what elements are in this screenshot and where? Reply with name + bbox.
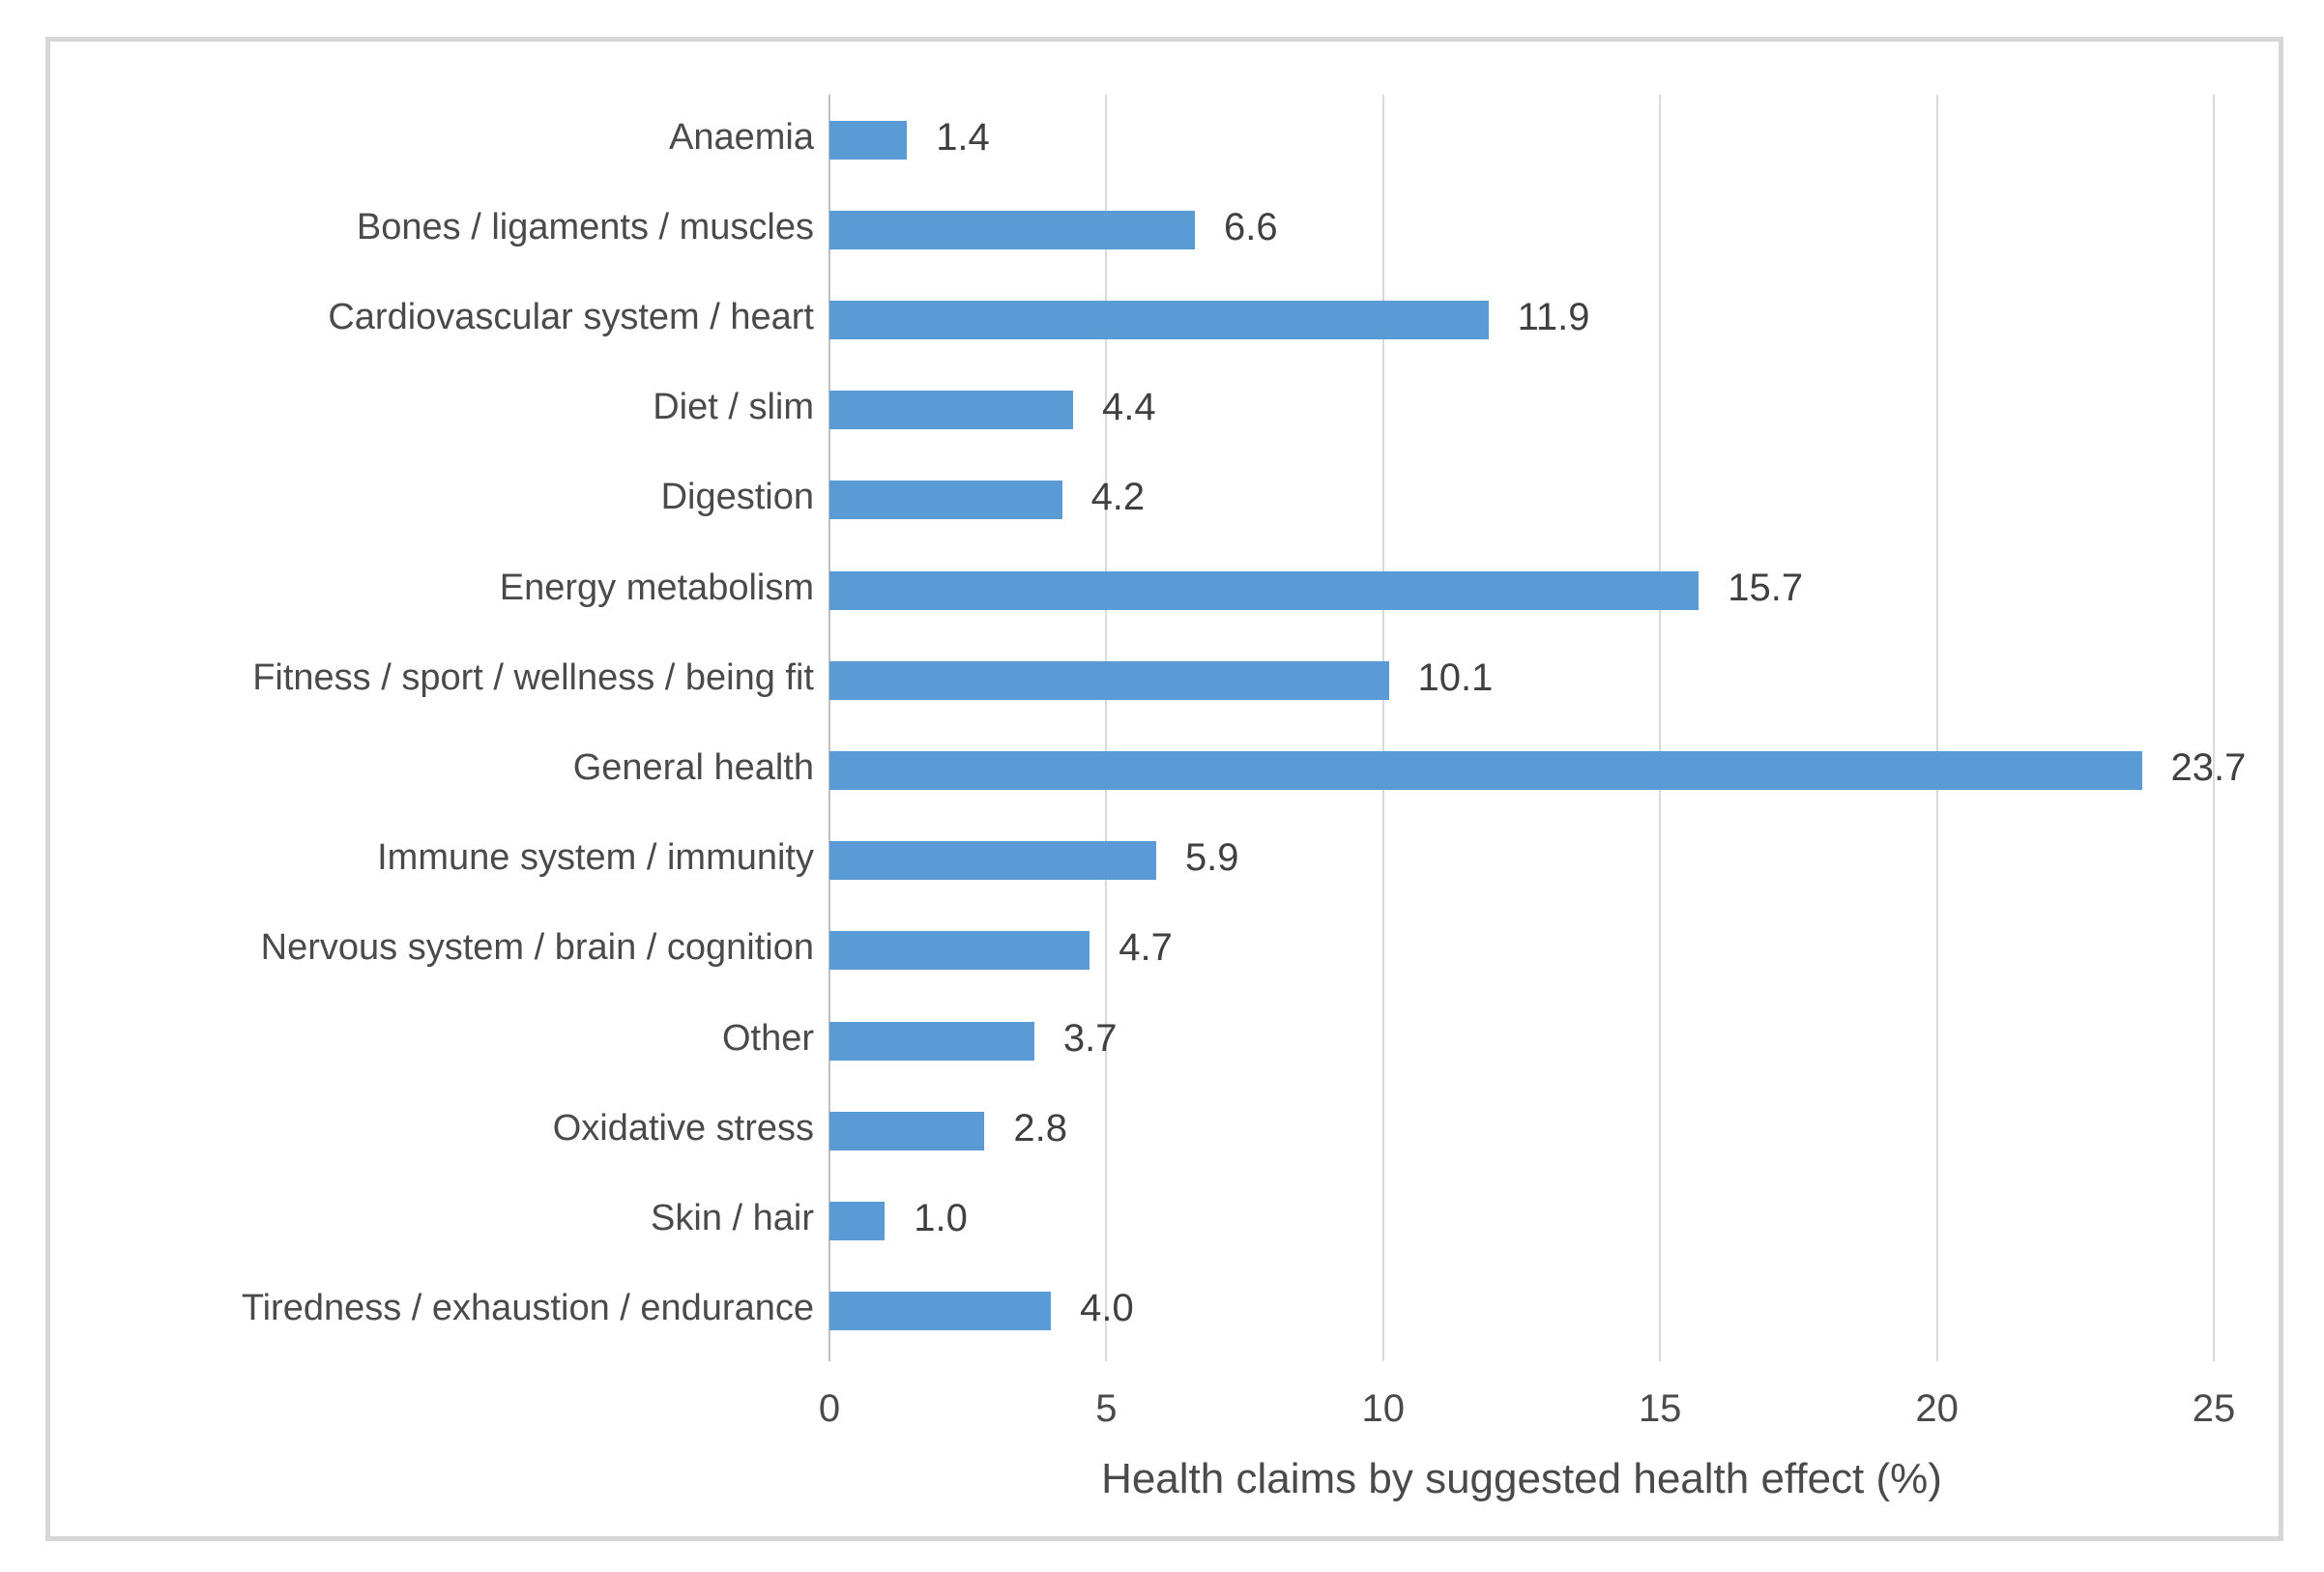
category-label: Immune system / immunity xyxy=(377,837,814,879)
x-tick-label: 5 xyxy=(1095,1387,1118,1430)
category-label: Digestion xyxy=(660,477,814,518)
y-axis-line xyxy=(828,95,830,1361)
value-label: 5.9 xyxy=(1184,836,1239,880)
category-label: Other xyxy=(721,1017,814,1059)
category-label: General health xyxy=(572,747,814,788)
category-label: Skin / hair xyxy=(651,1198,814,1238)
category-label: Oxidative stress xyxy=(552,1107,814,1149)
x-tick-label: 20 xyxy=(1915,1387,1959,1430)
value-label: 4.2 xyxy=(1090,476,1146,519)
value-label: 10.1 xyxy=(1417,655,1494,699)
category-label: Anaemia xyxy=(669,116,814,158)
category-label: Tiredness / exhaustion / endurance xyxy=(241,1288,814,1329)
value-label: 2.8 xyxy=(1013,1106,1067,1150)
category-label: Diet / slim xyxy=(653,387,814,428)
bar xyxy=(829,751,2142,790)
bar xyxy=(829,1202,886,1240)
gridline xyxy=(2213,95,2215,1361)
category-label: Cardiovascular system / heart xyxy=(328,297,814,337)
value-label: 1.0 xyxy=(914,1197,968,1239)
value-label: 4.7 xyxy=(1118,926,1173,970)
bar xyxy=(829,570,1699,610)
bar xyxy=(829,120,908,160)
chart-frame: Health claims by suggested health effect… xyxy=(45,37,2283,1541)
category-label: Fitness / sport / wellness / being fit xyxy=(252,656,814,698)
x-tick-label: 10 xyxy=(1361,1387,1406,1430)
x-axis-title: Health claims by suggested health effect… xyxy=(1101,1455,1942,1502)
bar xyxy=(829,1292,1052,1331)
value-label: 11.9 xyxy=(1517,296,1590,338)
gridline xyxy=(1659,95,1662,1361)
bar xyxy=(829,1021,1034,1061)
bar xyxy=(829,841,1156,881)
value-label: 3.7 xyxy=(1062,1016,1118,1060)
value-label: 1.4 xyxy=(936,115,990,159)
bar xyxy=(829,660,1389,700)
bar xyxy=(829,480,1062,520)
value-label: 6.6 xyxy=(1224,205,1278,248)
x-tick-label: 0 xyxy=(818,1387,841,1430)
bar xyxy=(829,210,1196,249)
gridline xyxy=(1381,95,1384,1361)
x-tick-label: 25 xyxy=(2192,1387,2236,1430)
category-label: Energy metabolism xyxy=(499,567,814,608)
plot-area: Health claims by suggested health effect… xyxy=(50,42,2279,1536)
bar xyxy=(829,931,1090,971)
value-label: 4.0 xyxy=(1080,1287,1134,1330)
x-tick-label: 15 xyxy=(1638,1387,1682,1430)
value-label: 4.4 xyxy=(1102,386,1156,429)
category-label: Nervous system / brain / cognition xyxy=(260,927,814,969)
value-label: 23.7 xyxy=(2170,746,2247,789)
value-label: 15.7 xyxy=(1728,566,1804,609)
gridline xyxy=(1105,95,1108,1361)
category-label: Bones / ligaments / muscles xyxy=(356,206,814,247)
bar xyxy=(829,391,1074,430)
bar xyxy=(829,1111,985,1150)
gridline xyxy=(1935,95,1938,1361)
bar xyxy=(829,301,1489,339)
